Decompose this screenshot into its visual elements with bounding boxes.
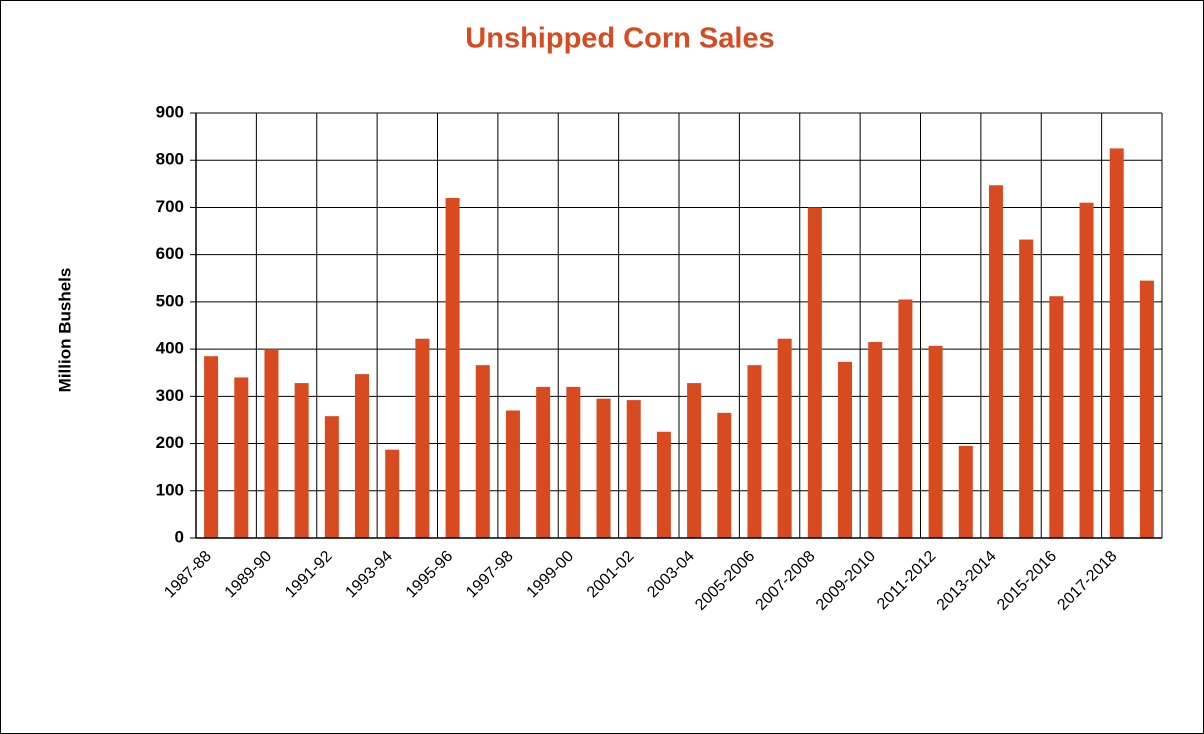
bar (385, 449, 400, 538)
y-tick-label: 900 (156, 102, 184, 121)
bar (656, 431, 671, 538)
bar (264, 349, 279, 538)
bar (838, 361, 853, 538)
bar (204, 356, 219, 538)
y-tick-label: 0 (175, 527, 184, 546)
y-tick-label: 200 (156, 433, 184, 452)
y-tick-label: 100 (156, 480, 184, 499)
bar (596, 398, 611, 538)
y-tick-label: 600 (156, 244, 184, 263)
bar (505, 410, 520, 538)
bar (1049, 296, 1064, 538)
bar (445, 198, 460, 538)
bar (928, 345, 943, 538)
bar (958, 445, 973, 538)
bar (988, 185, 1003, 538)
y-tick-label: 800 (156, 150, 184, 169)
bar (1079, 202, 1094, 538)
bar (626, 400, 641, 538)
bar (717, 412, 732, 538)
bar (1019, 239, 1034, 539)
bar (566, 386, 581, 538)
bar (324, 416, 339, 538)
bar (1139, 280, 1154, 538)
bar (415, 338, 430, 538)
y-axis-label: Million Bushels (55, 268, 74, 393)
y-tick-label: 400 (156, 339, 184, 358)
chart-title: Unshipped Corn Sales (465, 23, 774, 55)
bar (898, 299, 913, 538)
bar (294, 383, 309, 538)
bar (807, 207, 822, 538)
bar (234, 377, 249, 538)
y-tick-label: 500 (156, 291, 184, 310)
bar (536, 386, 551, 538)
bar (777, 338, 792, 538)
bar (355, 374, 370, 538)
bar (475, 365, 490, 538)
bar (687, 383, 702, 538)
bar (747, 365, 762, 538)
y-tick-label: 300 (156, 386, 184, 405)
y-tick-label: 700 (156, 197, 184, 216)
bar (868, 342, 883, 538)
bar (1109, 148, 1124, 538)
